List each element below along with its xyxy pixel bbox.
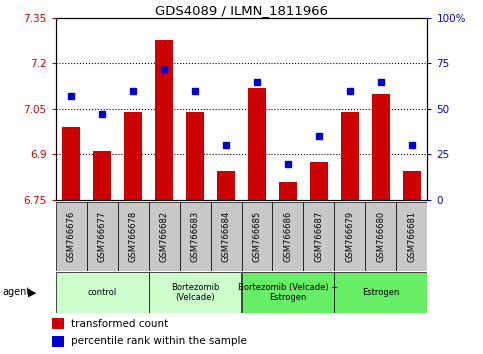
Text: ▶: ▶ xyxy=(28,287,37,297)
Bar xyxy=(403,171,421,200)
Bar xyxy=(211,202,242,271)
Bar xyxy=(117,202,149,271)
Text: agent: agent xyxy=(2,287,30,297)
Bar xyxy=(248,87,266,200)
Text: GSM766684: GSM766684 xyxy=(222,211,230,262)
Bar xyxy=(279,182,297,200)
Text: GSM766681: GSM766681 xyxy=(408,211,416,262)
Bar xyxy=(272,202,303,271)
Bar xyxy=(149,272,242,313)
Text: GSM766679: GSM766679 xyxy=(345,211,355,262)
Text: Bortezomib
(Velcade): Bortezomib (Velcade) xyxy=(171,282,219,302)
Bar xyxy=(56,202,86,271)
Text: GSM766687: GSM766687 xyxy=(314,211,324,262)
Text: GSM766678: GSM766678 xyxy=(128,211,138,262)
Bar xyxy=(180,202,211,271)
Bar xyxy=(397,202,427,271)
Bar xyxy=(334,272,427,313)
Text: percentile rank within the sample: percentile rank within the sample xyxy=(71,336,247,346)
Bar xyxy=(242,202,272,271)
Text: GSM766683: GSM766683 xyxy=(190,211,199,262)
Text: GSM766682: GSM766682 xyxy=(159,211,169,262)
Text: transformed count: transformed count xyxy=(71,319,168,329)
Bar xyxy=(186,112,204,200)
Bar xyxy=(341,112,359,200)
Text: control: control xyxy=(87,288,117,297)
Bar xyxy=(217,171,235,200)
Bar xyxy=(124,112,142,200)
Text: Bortezomib (Velcade) +
Estrogen: Bortezomib (Velcade) + Estrogen xyxy=(238,282,338,302)
Bar xyxy=(53,336,64,347)
Bar xyxy=(149,202,180,271)
Text: GSM766685: GSM766685 xyxy=(253,211,261,262)
Text: GSM766686: GSM766686 xyxy=(284,211,293,262)
Bar xyxy=(86,202,117,271)
Bar xyxy=(242,272,334,313)
Text: GSM766680: GSM766680 xyxy=(376,211,385,262)
Bar xyxy=(303,202,334,271)
Text: GSM766676: GSM766676 xyxy=(67,211,75,262)
Title: GDS4089 / ILMN_1811966: GDS4089 / ILMN_1811966 xyxy=(155,4,328,17)
Bar xyxy=(62,127,80,200)
Bar xyxy=(372,94,390,200)
Bar xyxy=(53,318,64,330)
Bar xyxy=(366,202,397,271)
Bar xyxy=(155,40,173,200)
Bar xyxy=(310,162,328,200)
Bar xyxy=(93,152,112,200)
Text: Estrogen: Estrogen xyxy=(362,288,399,297)
Bar xyxy=(56,272,149,313)
Bar xyxy=(334,202,366,271)
Text: GSM766677: GSM766677 xyxy=(98,211,107,262)
